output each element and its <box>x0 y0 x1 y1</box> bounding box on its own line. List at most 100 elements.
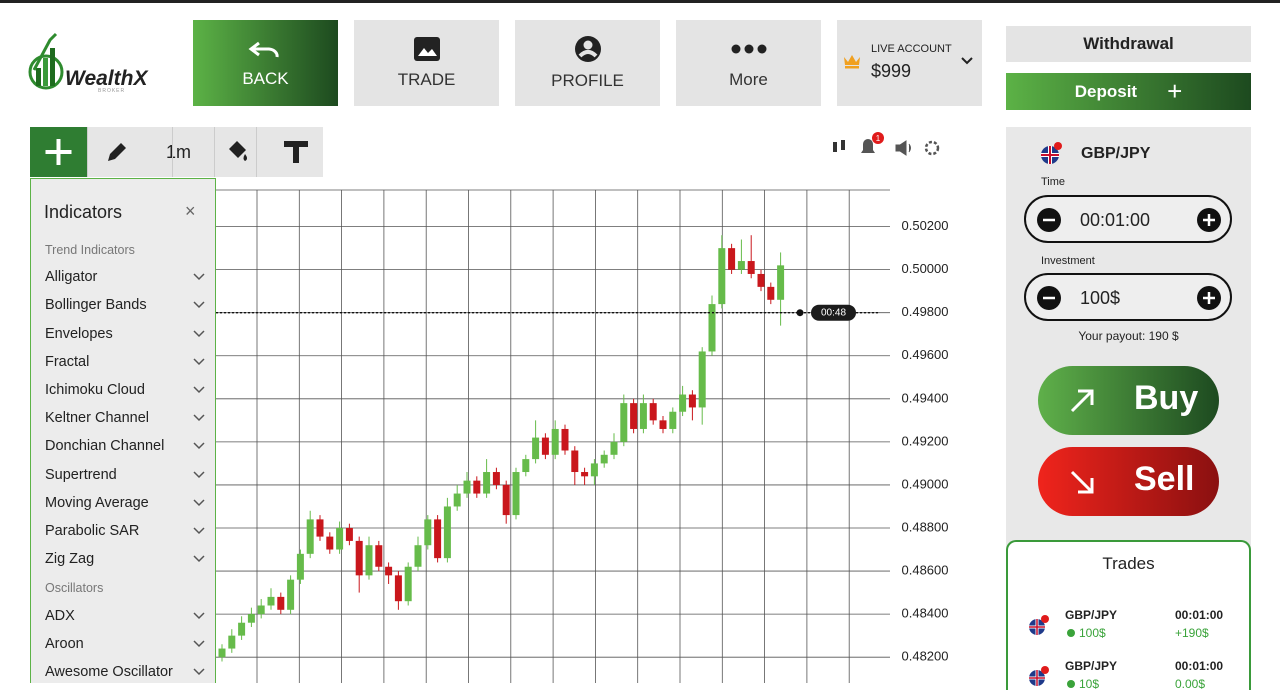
chevron <box>193 499 205 506</box>
plus-button[interactable] <box>1196 207 1222 233</box>
candle-body <box>277 596 285 610</box>
chart-tools: 1 <box>833 132 940 156</box>
investment-input[interactable]: 100$ <box>1024 273 1232 321</box>
indicator-item[interactable]: Bollinger Bands <box>45 297 205 319</box>
candles-icon[interactable] <box>833 140 845 152</box>
icon <box>1070 470 1094 494</box>
candle-body <box>404 566 412 602</box>
icon <box>574 36 601 62</box>
label: Withdrawal <box>1083 34 1174 53</box>
indicator-item[interactable]: Parabolic SAR <box>45 523 205 545</box>
candle-body <box>326 536 334 550</box>
chevron <box>961 57 973 65</box>
account-label: LIVE ACCOUNT <box>871 43 952 55</box>
deposit-button[interactable]: Deposit + <box>1006 73 1251 110</box>
candle-body <box>316 519 324 537</box>
candle-body <box>679 394 687 412</box>
indicator-item[interactable]: Moving Average <box>45 495 205 517</box>
pencil-icon[interactable] <box>105 140 129 164</box>
close-button[interactable]: × <box>185 201 196 221</box>
indicator-item[interactable]: Awesome Oscillator <box>45 664 205 686</box>
candle-body <box>541 437 549 455</box>
indicator-name: Supertrend <box>45 466 117 483</box>
settings-icon[interactable] <box>924 140 940 156</box>
candle-body <box>581 472 589 477</box>
y-tick-label: 0.48800 <box>902 519 949 534</box>
more-button[interactable]: More <box>676 20 821 106</box>
indicator-item[interactable]: Alligator <box>45 269 205 291</box>
indicator-item[interactable]: Fractal <box>45 354 205 376</box>
candle-body <box>708 304 716 352</box>
withdraw-button[interactable]: Withdrawal <box>1006 26 1251 62</box>
candle-body <box>777 265 785 300</box>
add-button[interactable] <box>30 127 87 177</box>
bucket-icon[interactable] <box>225 139 251 165</box>
indicator-item[interactable]: Aroon <box>45 636 205 658</box>
candle-body <box>502 484 510 516</box>
candle-body <box>473 480 481 494</box>
indicator-item[interactable]: Keltner Channel <box>45 410 205 432</box>
indicator-name: Aroon <box>45 635 84 652</box>
indicator-item[interactable]: Donchian Channel <box>45 438 205 460</box>
label: Deposit <box>1074 81 1138 101</box>
candle-body <box>551 428 559 455</box>
candle-body <box>728 248 736 270</box>
trade-button[interactable]: TRADE <box>354 20 499 106</box>
bell-icon[interactable] <box>861 139 875 153</box>
candle-body <box>698 351 706 408</box>
sell-button[interactable]: Sell <box>1038 447 1219 516</box>
candle-body <box>394 575 402 602</box>
candle-body <box>267 596 275 606</box>
trade-row[interactable]: GBP/JPY 100$ 00:01:00 +190$ <box>1008 604 1249 644</box>
indicator-item[interactable]: ADX <box>45 608 205 630</box>
trade-amount: 10$ <box>1067 677 1099 691</box>
time-input[interactable]: 00:01:00 <box>1024 195 1232 243</box>
profile-button[interactable]: PROFILE <box>515 20 660 106</box>
logo[interactable]: WealthX BROKER <box>28 30 168 96</box>
investment-value: 100$ <box>1080 288 1121 308</box>
amount-icon <box>1067 680 1075 688</box>
y-tick-label: 0.50000 <box>902 261 949 276</box>
timeframe[interactable]: 1m <box>166 142 192 162</box>
indicator-item[interactable]: Envelopes <box>45 326 205 348</box>
time-label: Time <box>1041 176 1066 188</box>
candle-body <box>424 519 432 546</box>
buy-button[interactable]: Buy <box>1038 366 1219 435</box>
sound-icon[interactable] <box>895 140 911 156</box>
candle-body <box>737 261 745 270</box>
y-tick-label: 0.49400 <box>902 390 949 405</box>
chevron <box>193 612 205 619</box>
candle-body <box>590 463 598 477</box>
candle-body <box>228 635 236 649</box>
icon <box>731 44 766 54</box>
candle-body <box>414 545 422 567</box>
candle-body <box>512 472 520 516</box>
panel-title: Indicators <box>44 202 123 222</box>
candle-body <box>483 472 491 494</box>
indicator-item[interactable]: Ichimoku Cloud <box>45 382 205 404</box>
group-heading: Oscillators <box>45 581 104 596</box>
candle-body <box>757 273 765 287</box>
trades-box: Trades GBP/JPY 100$ 00:01:00 +190$ GBP/JPY 10… <box>1006 540 1251 691</box>
back-button[interactable]: BACK <box>193 20 338 106</box>
indicator-item[interactable]: Supertrend <box>45 467 205 489</box>
indicators-panel: Indicators × Trend Indicators Alligator Bo… <box>30 178 216 683</box>
candle-body <box>453 493 461 507</box>
y-tick-label: 0.48400 <box>902 606 949 621</box>
trade-pair: GBP/JPY <box>1065 659 1118 673</box>
candle-body <box>247 614 255 623</box>
indicator-item[interactable]: Zig Zag <box>45 551 205 573</box>
ruler-icon[interactable] <box>283 139 309 165</box>
minus-button[interactable] <box>1036 207 1062 233</box>
timer-badge <box>811 304 856 321</box>
candle-body <box>610 441 618 455</box>
y-tick-label: 0.49200 <box>902 433 949 448</box>
chevron <box>193 527 205 535</box>
minus-button[interactable] <box>1036 285 1062 311</box>
indicator-name: Envelopes <box>45 325 113 342</box>
trade-row[interactable]: GBP/JPY 10$ 00:01:00 0.00$ <box>1008 655 1249 695</box>
payout: Your payout: 190 $ <box>1078 329 1179 343</box>
account-selector[interactable]: LIVE ACCOUNT $999 <box>837 20 982 106</box>
nav-label: More <box>729 70 768 89</box>
plus-button[interactable] <box>1196 285 1222 311</box>
